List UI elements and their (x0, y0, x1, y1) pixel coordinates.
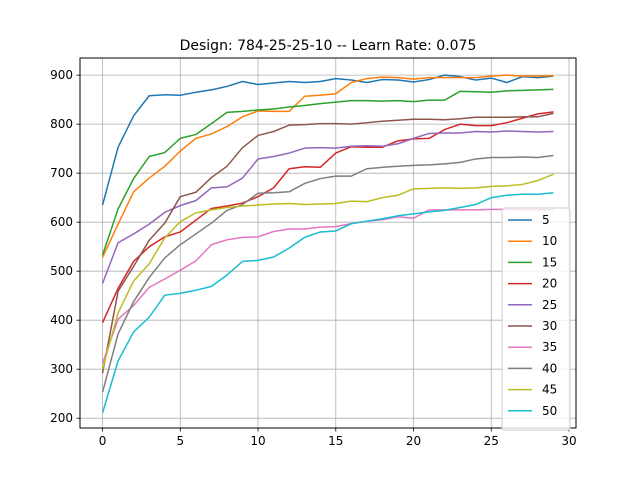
series-line-25 (101, 130, 554, 284)
y-tick-label: 300 (50, 362, 73, 376)
y-tick-label: 400 (50, 313, 73, 327)
x-tick-label: 30 (561, 434, 576, 448)
y-tick-label: 600 (50, 215, 73, 229)
y-tick-label: 700 (50, 166, 73, 180)
legend-label-45: 45 (542, 383, 557, 397)
legend-label-35: 35 (542, 340, 557, 354)
series-line-20 (101, 111, 554, 323)
x-tick-label: 25 (484, 434, 499, 448)
series-line-50 (101, 192, 554, 414)
x-tick-label: 15 (328, 434, 343, 448)
series-line-35 (101, 208, 554, 364)
axis-ticks: 0 5 10 15 20 25 30 200 300 400 500 600 700 800 900 (50, 68, 577, 448)
legend-label-20: 20 (542, 277, 557, 291)
legend-label-15: 15 (542, 255, 557, 269)
x-tick-label: 0 (99, 434, 107, 448)
y-tick-label: 900 (50, 68, 73, 82)
legend-label-50: 50 (542, 404, 557, 418)
legend: 5 10 15 20 25 30 35 40 45 50 (501, 207, 571, 431)
plot-frame (79, 57, 577, 429)
series-line-40 (101, 154, 554, 393)
legend-label-40: 40 (542, 361, 557, 375)
series-line-5 (101, 74, 554, 206)
legend-label-5: 5 (542, 213, 550, 227)
series-line-30 (101, 112, 554, 374)
series-line-45 (101, 173, 554, 370)
legend-label-25: 25 (542, 298, 557, 312)
legend-box (501, 207, 571, 431)
x-tick-label: 5 (176, 434, 184, 448)
legend-label-10: 10 (542, 234, 557, 248)
y-tick-label: 800 (50, 117, 73, 131)
series-lines (101, 74, 554, 414)
chart-title: Design: 784-25-25-10 -- Learn Rate: 0.07… (180, 38, 477, 54)
series-line-15 (101, 88, 554, 256)
series-line-10 (101, 74, 554, 258)
y-tick-label: 500 (50, 264, 73, 278)
x-tick-label: 10 (250, 434, 265, 448)
legend-label-30: 30 (542, 319, 557, 333)
y-tick-label: 200 (50, 411, 73, 425)
x-tick-label: 20 (406, 434, 421, 448)
